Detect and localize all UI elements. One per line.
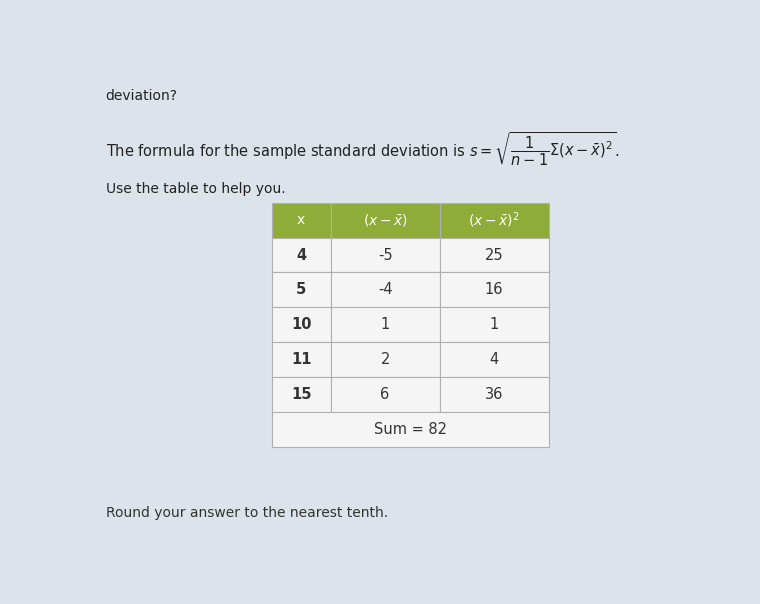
Bar: [439, 307, 549, 342]
Bar: [272, 237, 331, 272]
Text: 16: 16: [485, 283, 503, 297]
Text: 11: 11: [291, 352, 312, 367]
Bar: [331, 377, 439, 412]
Bar: [331, 272, 439, 307]
Text: Round your answer to the nearest tenth.: Round your answer to the nearest tenth.: [106, 506, 388, 520]
Bar: [272, 203, 331, 237]
Text: Use the table to help you.: Use the table to help you.: [106, 182, 285, 196]
Text: 5: 5: [296, 283, 306, 297]
Bar: [331, 342, 439, 377]
Bar: [439, 203, 549, 237]
Bar: [439, 377, 549, 412]
Text: deviation?: deviation?: [106, 89, 178, 103]
Bar: [439, 272, 549, 307]
Text: 10: 10: [291, 317, 312, 332]
Bar: [272, 272, 331, 307]
Text: -5: -5: [378, 248, 392, 263]
Bar: [272, 307, 331, 342]
Bar: [331, 203, 439, 237]
Bar: [331, 237, 439, 272]
Text: 4: 4: [489, 352, 499, 367]
Text: 2: 2: [381, 352, 390, 367]
Text: Sum = 82: Sum = 82: [374, 422, 447, 437]
Text: x: x: [297, 213, 306, 227]
Text: 6: 6: [381, 387, 390, 402]
Text: $(x - \bar{x})^2$: $(x - \bar{x})^2$: [468, 210, 520, 230]
Bar: [331, 307, 439, 342]
Text: 15: 15: [291, 387, 312, 402]
Text: -4: -4: [378, 283, 392, 297]
Bar: [439, 237, 549, 272]
Bar: [272, 342, 331, 377]
Text: 4: 4: [296, 248, 306, 263]
Bar: [439, 342, 549, 377]
Bar: [272, 412, 549, 447]
Text: 1: 1: [381, 317, 390, 332]
Text: 1: 1: [489, 317, 499, 332]
Text: 36: 36: [485, 387, 503, 402]
Bar: [272, 377, 331, 412]
Text: $(x - \bar{x})$: $(x - \bar{x})$: [363, 212, 407, 228]
Text: The formula for the sample standard deviation is $s = \sqrt{\dfrac{1}{n-1}\Sigma: The formula for the sample standard devi…: [106, 130, 619, 168]
Text: 25: 25: [485, 248, 503, 263]
